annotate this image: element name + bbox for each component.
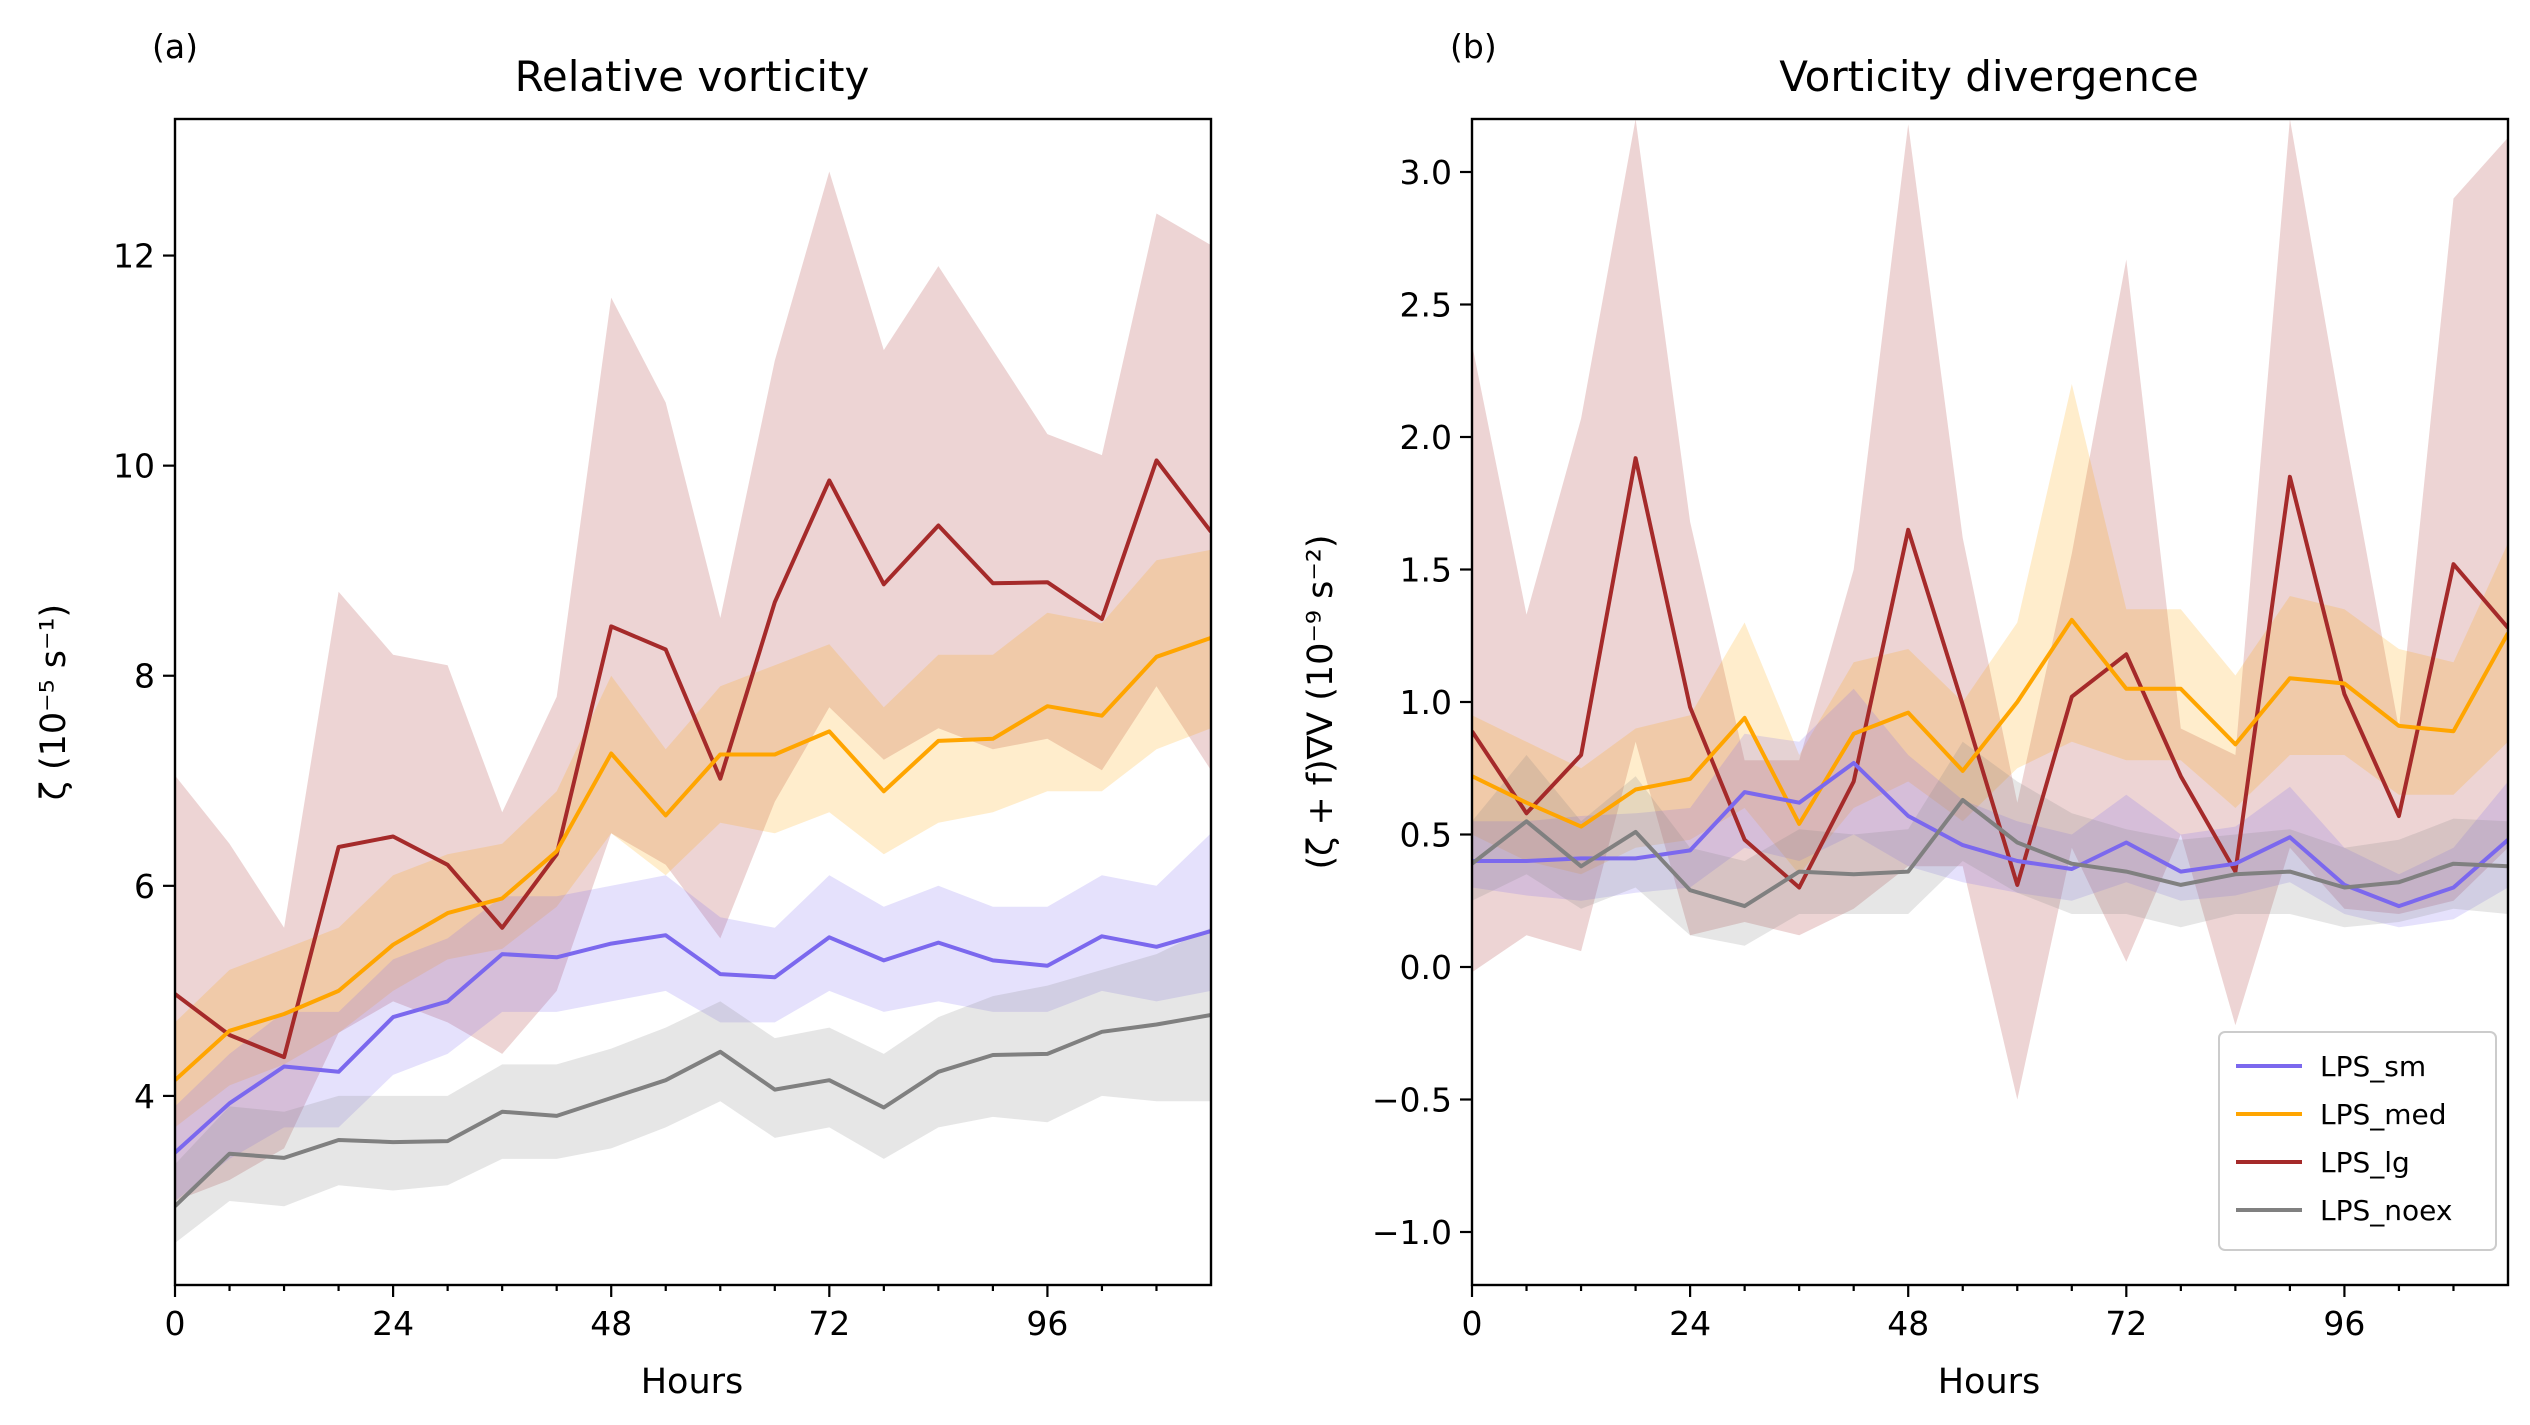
y-ticks-a: 4 6 8 10 12 xyxy=(113,237,175,1116)
y-tick-label-a: 12 xyxy=(113,237,155,276)
band-lps_sm-a xyxy=(175,833,1211,1201)
line-lps_sm-b xyxy=(1472,761,2508,909)
y-ticks-b: −1.0 −0.5 0.0 0.5 1.0 1.5 2.0 2.5 3.0 xyxy=(1372,153,1472,1252)
band-lps_sm-b xyxy=(1472,688,2508,928)
legend-label-lps_sm: LPS_sm xyxy=(2320,1050,2426,1083)
x-tick-label-a: 72 xyxy=(808,1304,850,1343)
y-tick-label-b: 1.0 xyxy=(1400,683,1452,722)
line-lps_med-b xyxy=(1472,617,2508,829)
y-tick-label-a: 6 xyxy=(134,867,155,906)
x-tick-label-b: 0 xyxy=(1462,1304,1483,1343)
line-lps_lg-b xyxy=(1472,456,2508,890)
y-tick-label-b: −1.0 xyxy=(1372,1213,1452,1252)
x-tick-label-b: 24 xyxy=(1669,1304,1711,1343)
y-axis-label-b: (ζ + f)∇V (10⁻⁹ s⁻²) xyxy=(1301,535,1341,870)
y-axis-label-a: ζ (10⁻⁵ s⁻¹) xyxy=(34,604,74,800)
band-lps_med-a xyxy=(175,549,1211,1128)
band-lps_noex-b xyxy=(1472,741,2508,946)
chart-title-b: Vorticity divergence xyxy=(1779,52,2199,101)
legend-label-lps_noex: LPS_noex xyxy=(2320,1194,2452,1227)
x-tick-label-b: 96 xyxy=(2323,1304,2365,1343)
legend-label-lps_med: LPS_med xyxy=(2320,1098,2447,1131)
lines-b xyxy=(1472,456,2508,909)
y-tick-label-a: 8 xyxy=(134,657,155,696)
line-lps_noex-a xyxy=(175,1013,1211,1208)
y-tick-label-b: 0.0 xyxy=(1400,948,1452,987)
x-tick-label-a: 48 xyxy=(590,1304,632,1343)
x-tick-label-a: 96 xyxy=(1026,1304,1068,1343)
y-tick-label-b: −0.5 xyxy=(1372,1081,1452,1120)
chart-title-a: Relative vorticity xyxy=(515,52,870,101)
legend: LPS_sm LPS_med LPS_lg LPS_noex xyxy=(2218,1031,2497,1251)
band-lps_med-b xyxy=(1472,384,2508,875)
y-tick-label-a: 4 xyxy=(134,1077,155,1116)
band-lps_lg-a xyxy=(175,171,1211,1201)
band-lps_lg-b xyxy=(1472,119,2508,1100)
line-lps_noex-b xyxy=(1472,798,2508,909)
legend-box xyxy=(2218,1031,2497,1251)
x-ticks-a: 0 24 48 72 96 xyxy=(165,1285,1158,1343)
line-lps_lg-a xyxy=(175,458,1211,1060)
x-tick-label-a: 0 xyxy=(165,1304,186,1343)
y-tick-label-a: 10 xyxy=(113,447,155,486)
legend-label-lps_lg: LPS_lg xyxy=(2320,1146,2410,1179)
line-lps_med-a xyxy=(175,636,1211,1082)
lines-a xyxy=(175,458,1211,1208)
x-tick-label-b: 48 xyxy=(1887,1304,1929,1343)
band-lps_noex-a xyxy=(175,927,1211,1243)
panel-label-b: (b) xyxy=(1450,27,1497,66)
y-tick-label-b: 1.5 xyxy=(1400,551,1452,590)
x-axis-label-a: Hours xyxy=(641,1362,744,1402)
plot-frame-a xyxy=(173,117,1213,1287)
bands-a xyxy=(175,171,1211,1243)
y-tick-label-b: 3.0 xyxy=(1400,153,1452,192)
x-tick-label-b: 72 xyxy=(2105,1304,2147,1343)
panel-label-a: (a) xyxy=(152,27,198,66)
panel-b: (b) Vorticity divergence 0 24 48 72 96 −1.0−… xyxy=(1301,27,2510,1402)
x-tick-label-a: 24 xyxy=(372,1304,414,1343)
panel-a: (a) Relative vorticity 0 24 48 72 96 4 6 8 10 12… xyxy=(34,27,1213,1402)
y-tick-label-b: 2.0 xyxy=(1400,418,1452,457)
y-tick-label-b: 2.5 xyxy=(1400,286,1452,325)
x-axis-label-b: Hours xyxy=(1938,1362,2041,1402)
x-ticks-b: 0 24 48 72 96 xyxy=(1462,1285,2455,1343)
y-tick-label-b: 0.5 xyxy=(1400,816,1452,855)
bands-b xyxy=(1472,119,2508,1100)
line-lps_sm-a xyxy=(175,929,1211,1155)
